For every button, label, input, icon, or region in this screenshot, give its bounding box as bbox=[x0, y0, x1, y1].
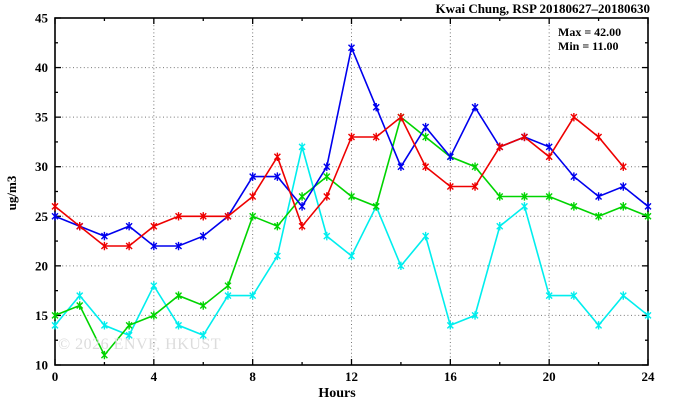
x-tick-label: 20 bbox=[543, 369, 556, 384]
x-tick-label: 4 bbox=[151, 369, 158, 384]
series-line-green bbox=[54, 115, 649, 357]
y-tick-label: 15 bbox=[35, 308, 49, 323]
series-line-cyan bbox=[54, 146, 649, 337]
max-label: Max = 42.00 bbox=[558, 25, 622, 39]
chart-title: Kwai Chung, RSP 20180627–20180630 bbox=[435, 1, 650, 16]
y-tick-label: 40 bbox=[35, 60, 48, 75]
series-line-red bbox=[54, 115, 624, 247]
x-tick-label: 0 bbox=[52, 369, 59, 384]
x-axis-label: Hours bbox=[318, 386, 356, 401]
y-tick-label: 45 bbox=[35, 11, 49, 26]
y-axis-label: ug/m3 bbox=[4, 175, 19, 211]
series-markers-red bbox=[51, 112, 627, 251]
watermark: © 2026 ENVF, HKUST bbox=[58, 336, 221, 353]
series-markers-blue bbox=[51, 43, 652, 251]
x-tick-label: 8 bbox=[249, 369, 256, 384]
y-tick-label: 20 bbox=[35, 258, 48, 273]
stats-annotation: Max = 42.00 Min = 11.00 bbox=[558, 25, 621, 53]
min-label: Min = 11.00 bbox=[558, 39, 619, 53]
y-tick-label: 35 bbox=[35, 110, 49, 125]
y-tick-label: 30 bbox=[35, 159, 48, 174]
y-tick-label: 10 bbox=[35, 358, 48, 373]
x-tick-label: 16 bbox=[444, 369, 458, 384]
x-tick-label: 24 bbox=[642, 369, 656, 384]
y-tick-label: 25 bbox=[35, 209, 49, 224]
x-tick-label: 12 bbox=[345, 369, 358, 384]
